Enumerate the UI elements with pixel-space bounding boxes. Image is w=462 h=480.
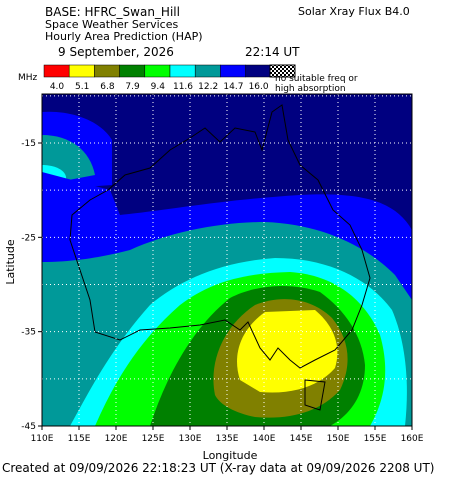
x-tick-label: 115E <box>68 434 91 444</box>
legend-swatch <box>194 64 221 78</box>
no-freq-swatch <box>269 64 296 78</box>
x-axis-title: Longitude <box>203 449 258 462</box>
legend-label: 7.9 <box>125 82 140 92</box>
x-tick-label: 150E <box>327 434 350 444</box>
grid <box>42 94 412 426</box>
flux-label: Solar Xray Flux B4.0 <box>298 5 410 18</box>
legend-swatch <box>169 64 196 78</box>
x-tick-label: 130E <box>179 434 202 444</box>
y-tick-label: -25 <box>21 233 36 243</box>
legend-label: 11.6 <box>173 82 193 92</box>
legend-swatch <box>245 64 272 78</box>
unit-label: MHz <box>18 73 38 83</box>
y-axis-title: Latitude <box>4 239 17 285</box>
map <box>42 94 412 426</box>
x-tick-label: 155E <box>364 434 387 444</box>
x-tick-label: 140E <box>253 434 276 444</box>
legend-label: 12.2 <box>198 82 218 92</box>
x-tick-label: 125E <box>142 434 165 444</box>
legend-swatch <box>220 64 246 78</box>
product-label: Hourly Area Prediction (HAP) <box>45 30 203 43</box>
axes: 110E 115E 120E 125E 130E 135E 140E 145E 150E 155E… <box>21 139 423 444</box>
time-label: 22:14 UT <box>245 45 300 59</box>
legend-swatch <box>144 64 171 78</box>
legend: 4.0 5.1 6.8 7.9 9.4 11.6 12.2 14.7 16.0 <box>43 64 272 92</box>
legend-label: 16.0 <box>249 82 269 92</box>
no-freq-label: high absorption <box>275 84 346 94</box>
legend-swatch <box>94 64 120 78</box>
y-tick-label: -15 <box>21 139 36 149</box>
y-tick-label: -45 <box>21 422 36 432</box>
x-tick-label: 110E <box>31 434 54 444</box>
legend-swatch <box>43 64 70 78</box>
x-tick-label: 135E <box>216 434 239 444</box>
legend-label: 4.0 <box>50 82 65 92</box>
service-label: Space Weather Services <box>45 18 178 31</box>
legend-label: 6.8 <box>100 82 115 92</box>
legend-swatch <box>119 64 146 78</box>
legend-swatch <box>68 64 95 78</box>
legend-label: 5.1 <box>75 82 89 92</box>
x-tick-label: 145E <box>290 434 313 444</box>
x-tick-label: 160E <box>401 434 424 444</box>
y-tick-label: -35 <box>21 328 36 338</box>
base-label: BASE: HFRC_Swan_Hill <box>45 5 180 19</box>
contour <box>237 310 338 393</box>
coastline <box>69 104 371 411</box>
legend-label: 9.4 <box>151 82 166 92</box>
no-freq-label: no suitable freq or <box>275 74 358 84</box>
footer: Created at 09/09/2026 22:18:23 UT (X-ray… <box>2 461 434 475</box>
legend-label: 14.7 <box>223 82 243 92</box>
date-label: 9 September, 2026 <box>58 45 174 59</box>
x-tick-label: 120E <box>105 434 128 444</box>
